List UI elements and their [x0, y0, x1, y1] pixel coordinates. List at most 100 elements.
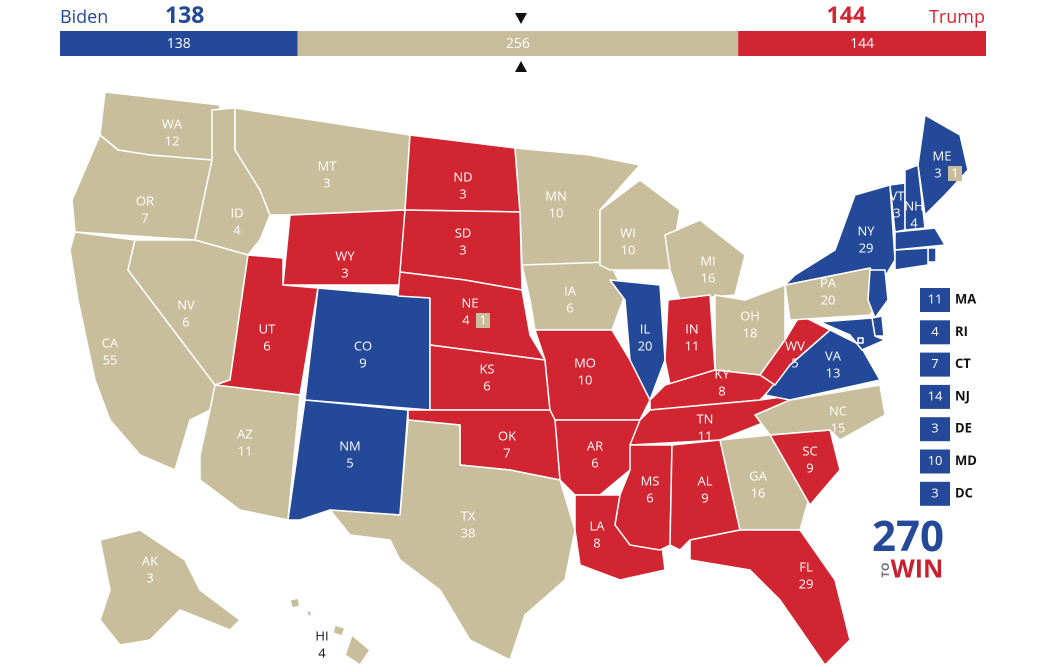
bar-label: 144 — [850, 34, 874, 53]
state-ev: 6 — [263, 336, 270, 354]
state-ev: 15 — [831, 418, 846, 436]
state-ev: 3 — [146, 568, 153, 586]
right-candidate: Trump — [929, 5, 985, 29]
state-ev: 8 — [718, 381, 725, 399]
state-shape — [214, 254, 319, 396]
bar-label: 138 — [167, 34, 191, 53]
state-ev: 5 — [346, 453, 353, 471]
state-abbr: WA — [162, 114, 183, 132]
state-labels: WA12OR7CA55ID4NV6MT3WY3UT6AZ11CO9NM5ND3S… — [102, 114, 962, 661]
split-box — [476, 313, 490, 328]
inset-ev: 3 — [931, 419, 938, 437]
split-box — [948, 166, 962, 181]
state-ev: 13 — [826, 363, 841, 381]
state-shape — [289, 597, 301, 609]
right-total: 144 — [827, 0, 866, 30]
state-ev: 11 — [685, 336, 700, 354]
state-shape — [927, 247, 937, 263]
inset-box — [920, 417, 950, 442]
state-abbr: WI — [620, 223, 636, 241]
state-abbr: CA — [102, 333, 119, 351]
bar-label: 256 — [506, 34, 530, 53]
state-abbr: MN — [545, 186, 566, 204]
state-shape — [664, 219, 746, 301]
inset-ev: 7 — [931, 354, 938, 372]
logo-small: TO — [878, 562, 893, 577]
state-abbr: OK — [498, 426, 516, 444]
state-ev: 3 — [341, 263, 348, 281]
state-abbr: MI — [700, 251, 715, 269]
inset-box — [920, 288, 950, 312]
state-abbr: KY — [714, 364, 730, 382]
state-ev: 4 — [462, 310, 470, 328]
state-ev: 18 — [743, 323, 758, 341]
inset-abbr: MD — [955, 451, 977, 469]
state-abbr: SC — [802, 441, 817, 459]
state-ev: 3 — [893, 203, 900, 221]
state-ev: 11 — [238, 441, 253, 459]
state-abbr: GA — [749, 466, 767, 484]
state-ev: 3 — [323, 173, 330, 191]
state-ev: 9 — [806, 458, 813, 476]
small-state-boxes: 11 MA 4 RI 7 CT 14 NJ 3 DE 10 MD 3 DC — [920, 288, 977, 506]
state-shape — [99, 529, 241, 646]
state-abbr: PA — [820, 273, 837, 291]
split-ev: 1 — [479, 310, 486, 328]
state-ev: 8 — [593, 533, 600, 551]
state-abbr: NH — [904, 196, 923, 214]
state-ev: 55 — [103, 350, 118, 368]
state-abbr: WY — [335, 246, 355, 264]
state-ev: 38 — [461, 523, 476, 541]
inset-box — [920, 384, 950, 409]
inset-ev: 11 — [928, 289, 943, 307]
bar-segment — [297, 31, 739, 56]
tally-bar: 138 256 144 — [60, 31, 986, 56]
state-abbr: KS — [479, 359, 494, 377]
state-ev: 5 — [791, 353, 798, 371]
state-abbr: IL — [640, 319, 651, 337]
inset-abbr: CT — [955, 354, 971, 372]
state-ev: 6 — [182, 312, 189, 330]
state-abbr: AL — [697, 471, 712, 489]
state-ev: 29 — [859, 238, 874, 256]
state-abbr: HI — [315, 626, 328, 644]
state-shape — [867, 269, 889, 319]
state-ev: 9 — [359, 353, 366, 371]
state-shape — [857, 337, 864, 344]
state-shape — [917, 114, 969, 216]
state-abbr: IN — [685, 319, 698, 337]
logo-word: WIN — [891, 552, 944, 586]
state-shape — [759, 314, 831, 386]
inset-ev: 3 — [931, 483, 938, 501]
state-ev: 16 — [701, 268, 716, 286]
left-total: 138 — [165, 0, 204, 30]
state-shape — [894, 227, 946, 251]
states — [69, 91, 969, 666]
state-shape — [344, 634, 371, 666]
state-abbr: OR — [136, 191, 154, 209]
midpoint-arrow-up — [515, 61, 527, 72]
state-ev: 3 — [459, 184, 466, 202]
state-shape — [689, 529, 851, 666]
state-ev: 7 — [141, 208, 148, 226]
state-abbr: NE — [461, 293, 478, 311]
state-shape — [904, 164, 926, 231]
inset-abbr: RI — [955, 322, 968, 340]
state-shape — [819, 317, 886, 351]
state-shape — [894, 247, 929, 271]
bar-segment — [60, 31, 298, 56]
state-shape — [304, 609, 313, 619]
state-abbr: TN — [697, 409, 714, 427]
state-ev: 9 — [701, 488, 708, 506]
state-ev: 10 — [621, 240, 636, 258]
inset-abbr: DC — [955, 483, 973, 501]
inset-ev: 10 — [928, 451, 943, 469]
state-abbr: LA — [589, 516, 605, 534]
state-shape — [754, 384, 886, 441]
state-shape — [329, 419, 576, 661]
state-ev: 20 — [638, 336, 653, 354]
state-shape — [199, 384, 301, 521]
state-ev: 6 — [566, 298, 573, 316]
bar-segment — [738, 31, 986, 56]
inset-box — [920, 481, 950, 506]
